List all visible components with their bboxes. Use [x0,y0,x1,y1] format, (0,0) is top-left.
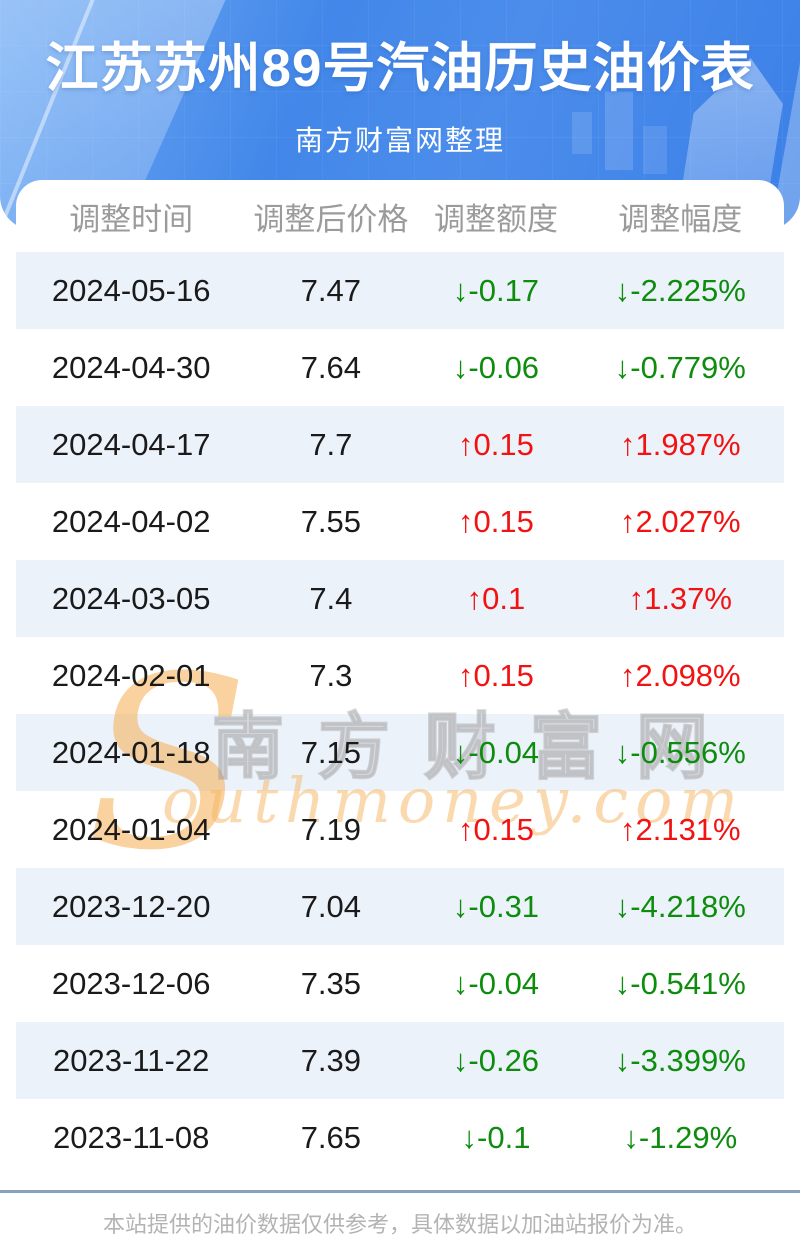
table-row: 2024-01-04 7.19 ↑0.15 ↑2.131% [16,791,784,868]
cell-adjust-date: 2024-04-02 [51,503,211,539]
cell-adjusted-price: 7.04 [300,888,362,924]
cell-adjust-amount: ↓-0.26 [452,1042,540,1078]
cell-adjust-amount: ↓-0.06 [452,349,540,385]
cell-adjusted-price: 7.65 [300,1119,362,1155]
cell-adjust-margin: ↓-2.225% [614,272,746,308]
cell-adjusted-price: 7.15 [300,734,362,770]
banner-candlestick-decoration [605,92,633,170]
cell-adjust-margin: ↓-1.29% [623,1119,738,1155]
cell-adjust-amount: ↑0.15 [458,811,534,847]
cell-adjust-date: 2024-05-16 [51,272,211,308]
cell-adjust-margin: ↑2.098% [619,657,741,693]
cell-adjusted-price: 7.3 [309,657,353,693]
cell-adjust-amount: ↑0.1 [466,580,526,616]
cell-adjust-date: 2023-11-08 [53,1119,210,1155]
page-subtitle: 南方财富网整理 [294,125,505,156]
cell-adjusted-price: 7.19 [300,811,362,847]
cell-adjust-amount: ↑0.15 [458,657,534,693]
cell-adjust-date: 2024-02-01 [51,657,211,693]
cell-adjust-date: 2024-01-04 [51,811,211,847]
cell-adjust-amount: ↓-0.31 [452,888,540,924]
footer-disclaimer: 本站提供的油价数据仅供参考，具体数据以加油站报价为准。 [0,1190,800,1255]
table-body: 2024-05-16 7.47 ↓-0.17 ↓-2.225% 2024-04-… [16,252,784,1176]
cell-adjust-margin: ↓-4.218% [614,888,746,924]
table-row: 2024-04-02 7.55 ↑0.15 ↑2.027% [16,483,784,560]
cell-adjust-date: 2023-12-20 [51,888,211,924]
cell-adjust-amount: ↑0.15 [458,503,534,539]
price-table-card: 调整时间 调整后价格 调整额度 调整幅度 2024-05-16 7.47 ↓-0… [16,180,784,1176]
column-header-adjusted-price: 调整后价格 [253,201,409,237]
cell-adjusted-price: 7.39 [300,1042,362,1078]
cell-adjust-date: 2023-11-22 [53,1042,210,1078]
table-row: 2023-11-22 7.39 ↓-0.26 ↓-3.399% [16,1022,784,1099]
column-header-adjust-amount: 调整额度 [433,201,558,237]
column-header-adjust-margin: 调整幅度 [618,201,743,237]
cell-adjust-date: 2024-04-30 [51,349,211,385]
cell-adjust-amount: ↓-0.04 [452,734,540,770]
cell-adjust-margin: ↑2.027% [619,503,741,539]
column-header-adjust-time: 调整时间 [69,201,194,237]
table-row: 2024-02-01 7.3 ↑0.15 ↑2.098% [16,637,784,714]
cell-adjust-date: 2023-12-06 [51,965,211,1001]
table-row: 2024-05-16 7.47 ↓-0.17 ↓-2.225% [16,252,784,329]
cell-adjust-margin: ↑1.37% [628,580,732,616]
cell-adjusted-price: 7.55 [300,503,362,539]
cell-adjust-margin: ↑1.987% [619,426,741,462]
cell-adjust-margin: ↓-0.779% [614,349,746,385]
table-row: 2023-11-08 7.65 ↓-0.1 ↓-1.29% [16,1099,784,1176]
cell-adjust-date: 2024-01-18 [51,734,211,770]
cell-adjusted-price: 7.7 [309,426,353,462]
banner-candlestick-decoration [643,126,667,174]
cell-adjust-margin: ↓-0.541% [614,965,746,1001]
cell-adjust-margin: ↓-0.556% [614,734,746,770]
cell-adjusted-price: 7.47 [300,272,362,308]
table-row: 2024-01-18 7.15 ↓-0.04 ↓-0.556% [16,714,784,791]
table-row: 2024-04-30 7.64 ↓-0.06 ↓-0.779% [16,329,784,406]
cell-adjusted-price: 7.4 [309,580,353,616]
table-row: 2024-03-05 7.4 ↑0.1 ↑1.37% [16,560,784,637]
cell-adjusted-price: 7.64 [300,349,362,385]
cell-adjust-amount: ↓-0.04 [452,965,540,1001]
cell-adjust-amount: ↑0.15 [458,426,534,462]
table-row: 2023-12-06 7.35 ↓-0.04 ↓-0.541% [16,945,784,1022]
banner-candlestick-decoration [572,112,592,154]
table-row: 2024-04-17 7.7 ↑0.15 ↑1.987% [16,406,784,483]
cell-adjust-margin: ↑2.131% [619,811,741,847]
cell-adjust-margin: ↓-3.399% [614,1042,746,1078]
cell-adjust-date: 2024-03-05 [51,580,211,616]
cell-adjust-date: 2024-04-17 [51,426,211,462]
banner: 江苏苏州89号汽油历史油价表 南方财富网整理 [0,0,800,230]
page-title: 江苏苏州89号汽油历史油价表 [45,39,755,98]
table-header-row: 调整时间 调整后价格 调整额度 调整幅度 [16,180,784,252]
cell-adjust-amount: ↓-0.17 [452,272,540,308]
table-row: 2023-12-20 7.04 ↓-0.31 ↓-4.218% [16,868,784,945]
cell-adjust-amount: ↓-0.1 [461,1119,531,1155]
cell-adjusted-price: 7.35 [300,965,362,1001]
